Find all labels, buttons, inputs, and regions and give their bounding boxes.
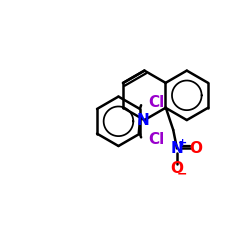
- Text: −: −: [177, 167, 188, 180]
- Text: O: O: [189, 141, 202, 156]
- Text: Cl: Cl: [148, 95, 165, 110]
- Text: +: +: [178, 138, 187, 148]
- Text: N: N: [137, 112, 149, 128]
- Text: O: O: [170, 161, 183, 176]
- Text: Cl: Cl: [148, 132, 165, 147]
- Text: N: N: [170, 141, 183, 156]
